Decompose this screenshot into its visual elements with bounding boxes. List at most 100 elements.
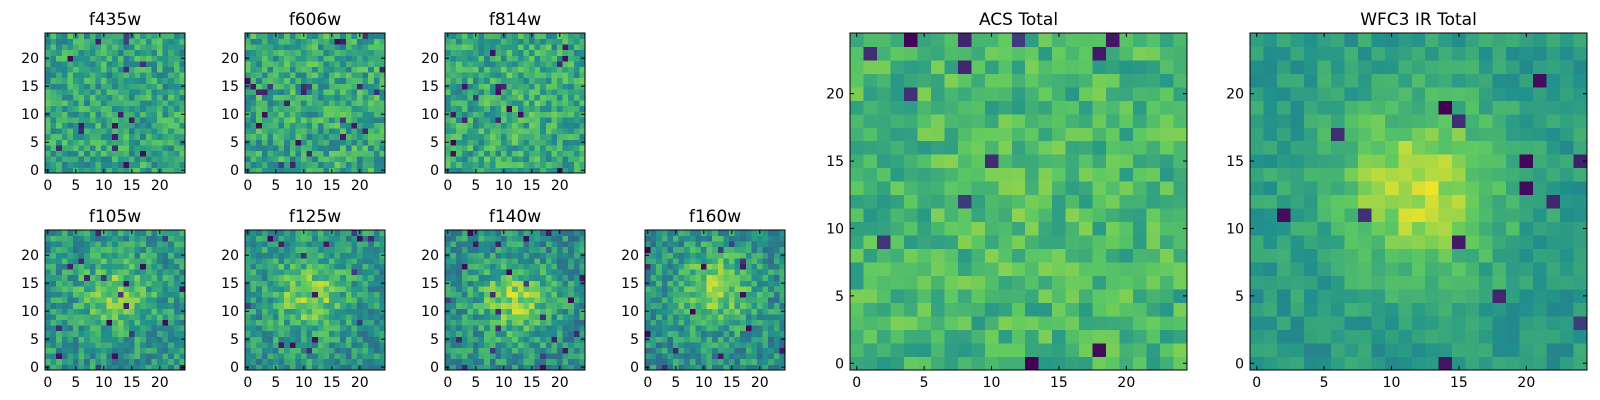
heatmap-cell	[506, 274, 513, 281]
heatmap-cell	[1106, 194, 1120, 209]
heatmap-cell	[95, 319, 102, 326]
heatmap-cell	[256, 274, 263, 281]
heatmap-cell	[540, 342, 547, 348]
heatmap-cell	[323, 77, 330, 84]
heatmap-cell	[351, 364, 358, 371]
heatmap-cell	[678, 235, 685, 242]
heatmap-cell	[712, 241, 719, 248]
heatmap-cell	[145, 330, 152, 337]
heatmap-cell	[456, 44, 463, 51]
heatmap-cell	[84, 235, 91, 242]
heatmap-cell	[140, 269, 147, 276]
heatmap-cell	[706, 297, 713, 304]
heatmap-cell	[250, 77, 257, 84]
heatmap-cell	[50, 235, 57, 242]
heatmap-cell	[450, 167, 457, 174]
heatmap-cell	[145, 336, 152, 343]
heatmap-cell	[284, 100, 291, 107]
heatmap-cell	[317, 156, 324, 163]
heatmap-cell	[890, 221, 905, 236]
heatmap-cell	[917, 316, 932, 330]
heatmap-cell	[162, 83, 169, 90]
heatmap-cell	[368, 167, 375, 174]
heatmap-cell	[357, 280, 363, 287]
heatmap-cell	[173, 314, 180, 320]
heatmap-cell	[284, 336, 291, 343]
heatmap-cell	[661, 246, 668, 253]
heatmap-cell	[762, 297, 769, 304]
heatmap-cell	[323, 291, 330, 298]
heatmap-cell	[106, 77, 113, 84]
heatmap-cell	[501, 94, 507, 101]
heatmap-cell	[134, 94, 141, 101]
heatmap-cell	[512, 49, 519, 56]
heatmap-cell	[306, 161, 313, 168]
heatmap-cell	[773, 330, 780, 337]
heatmap-cell	[112, 263, 119, 270]
heatmap-cell	[162, 150, 169, 157]
heatmap-cell	[484, 72, 491, 79]
heatmap-cell	[351, 314, 358, 320]
heatmap-cell	[101, 269, 107, 276]
heatmap-cell	[317, 252, 324, 259]
heatmap-cell	[745, 230, 752, 236]
heatmap-cell	[562, 44, 569, 51]
heatmap-cell	[250, 286, 257, 292]
heatmap-cell	[295, 252, 302, 259]
heatmap-cell	[529, 145, 535, 151]
heatmap-cell	[123, 325, 130, 332]
heatmap-cell	[673, 342, 679, 348]
heatmap-cell	[489, 156, 496, 163]
heatmap-cell	[61, 156, 68, 163]
heatmap-cell	[523, 347, 530, 354]
heatmap-cell	[157, 49, 163, 56]
heatmap-cell	[373, 89, 380, 95]
heatmap-cell	[162, 33, 169, 39]
heatmap-cell	[779, 269, 786, 276]
heatmap-cell	[78, 145, 85, 151]
heatmap-cell	[450, 33, 457, 39]
heatmap-cell	[551, 241, 558, 248]
heatmap-cell	[729, 235, 735, 242]
heatmap-cell	[495, 133, 502, 140]
heatmap-cell	[903, 194, 918, 209]
heatmap-cell	[67, 347, 74, 354]
heatmap-cell	[562, 89, 569, 95]
heatmap-cell	[461, 342, 468, 348]
heatmap-cell	[917, 181, 932, 196]
heatmap-cell	[284, 139, 291, 146]
heatmap-cell	[250, 302, 257, 309]
heatmap-cell	[473, 342, 479, 348]
heatmap-cell	[512, 246, 519, 253]
heatmap-cell	[129, 347, 135, 354]
heatmap-cell	[551, 263, 558, 270]
heatmap-cell	[751, 297, 758, 304]
heatmap-cell	[723, 336, 730, 343]
heatmap-cell	[157, 235, 163, 242]
heatmap-cell	[701, 336, 707, 343]
heatmap-cell	[289, 302, 296, 309]
heatmap-cell	[129, 314, 135, 320]
heatmap-cell	[267, 330, 274, 337]
y-tick-label: 15	[21, 79, 39, 95]
heatmap-cell	[250, 94, 257, 101]
heatmap-cell	[345, 241, 352, 248]
heatmap-cell	[145, 319, 152, 326]
heatmap-cell	[930, 208, 945, 223]
heatmap-cell	[512, 133, 519, 140]
heatmap-cell	[250, 269, 257, 276]
heatmap-cell	[334, 167, 341, 174]
heatmap-cell	[1052, 343, 1067, 357]
heatmap-cell	[773, 252, 780, 259]
heatmap-cell	[456, 122, 463, 129]
heatmap-cell	[717, 358, 724, 365]
heatmap-cell	[368, 263, 375, 270]
heatmap-cell	[368, 49, 375, 56]
heatmap-cell	[701, 235, 707, 242]
heatmap-cell	[450, 38, 457, 45]
heatmap-cell	[523, 353, 530, 360]
heatmap-cell	[78, 167, 85, 174]
heatmap-cell	[745, 358, 752, 365]
heatmap-cell	[540, 55, 547, 62]
heatmap-cell	[179, 263, 186, 270]
